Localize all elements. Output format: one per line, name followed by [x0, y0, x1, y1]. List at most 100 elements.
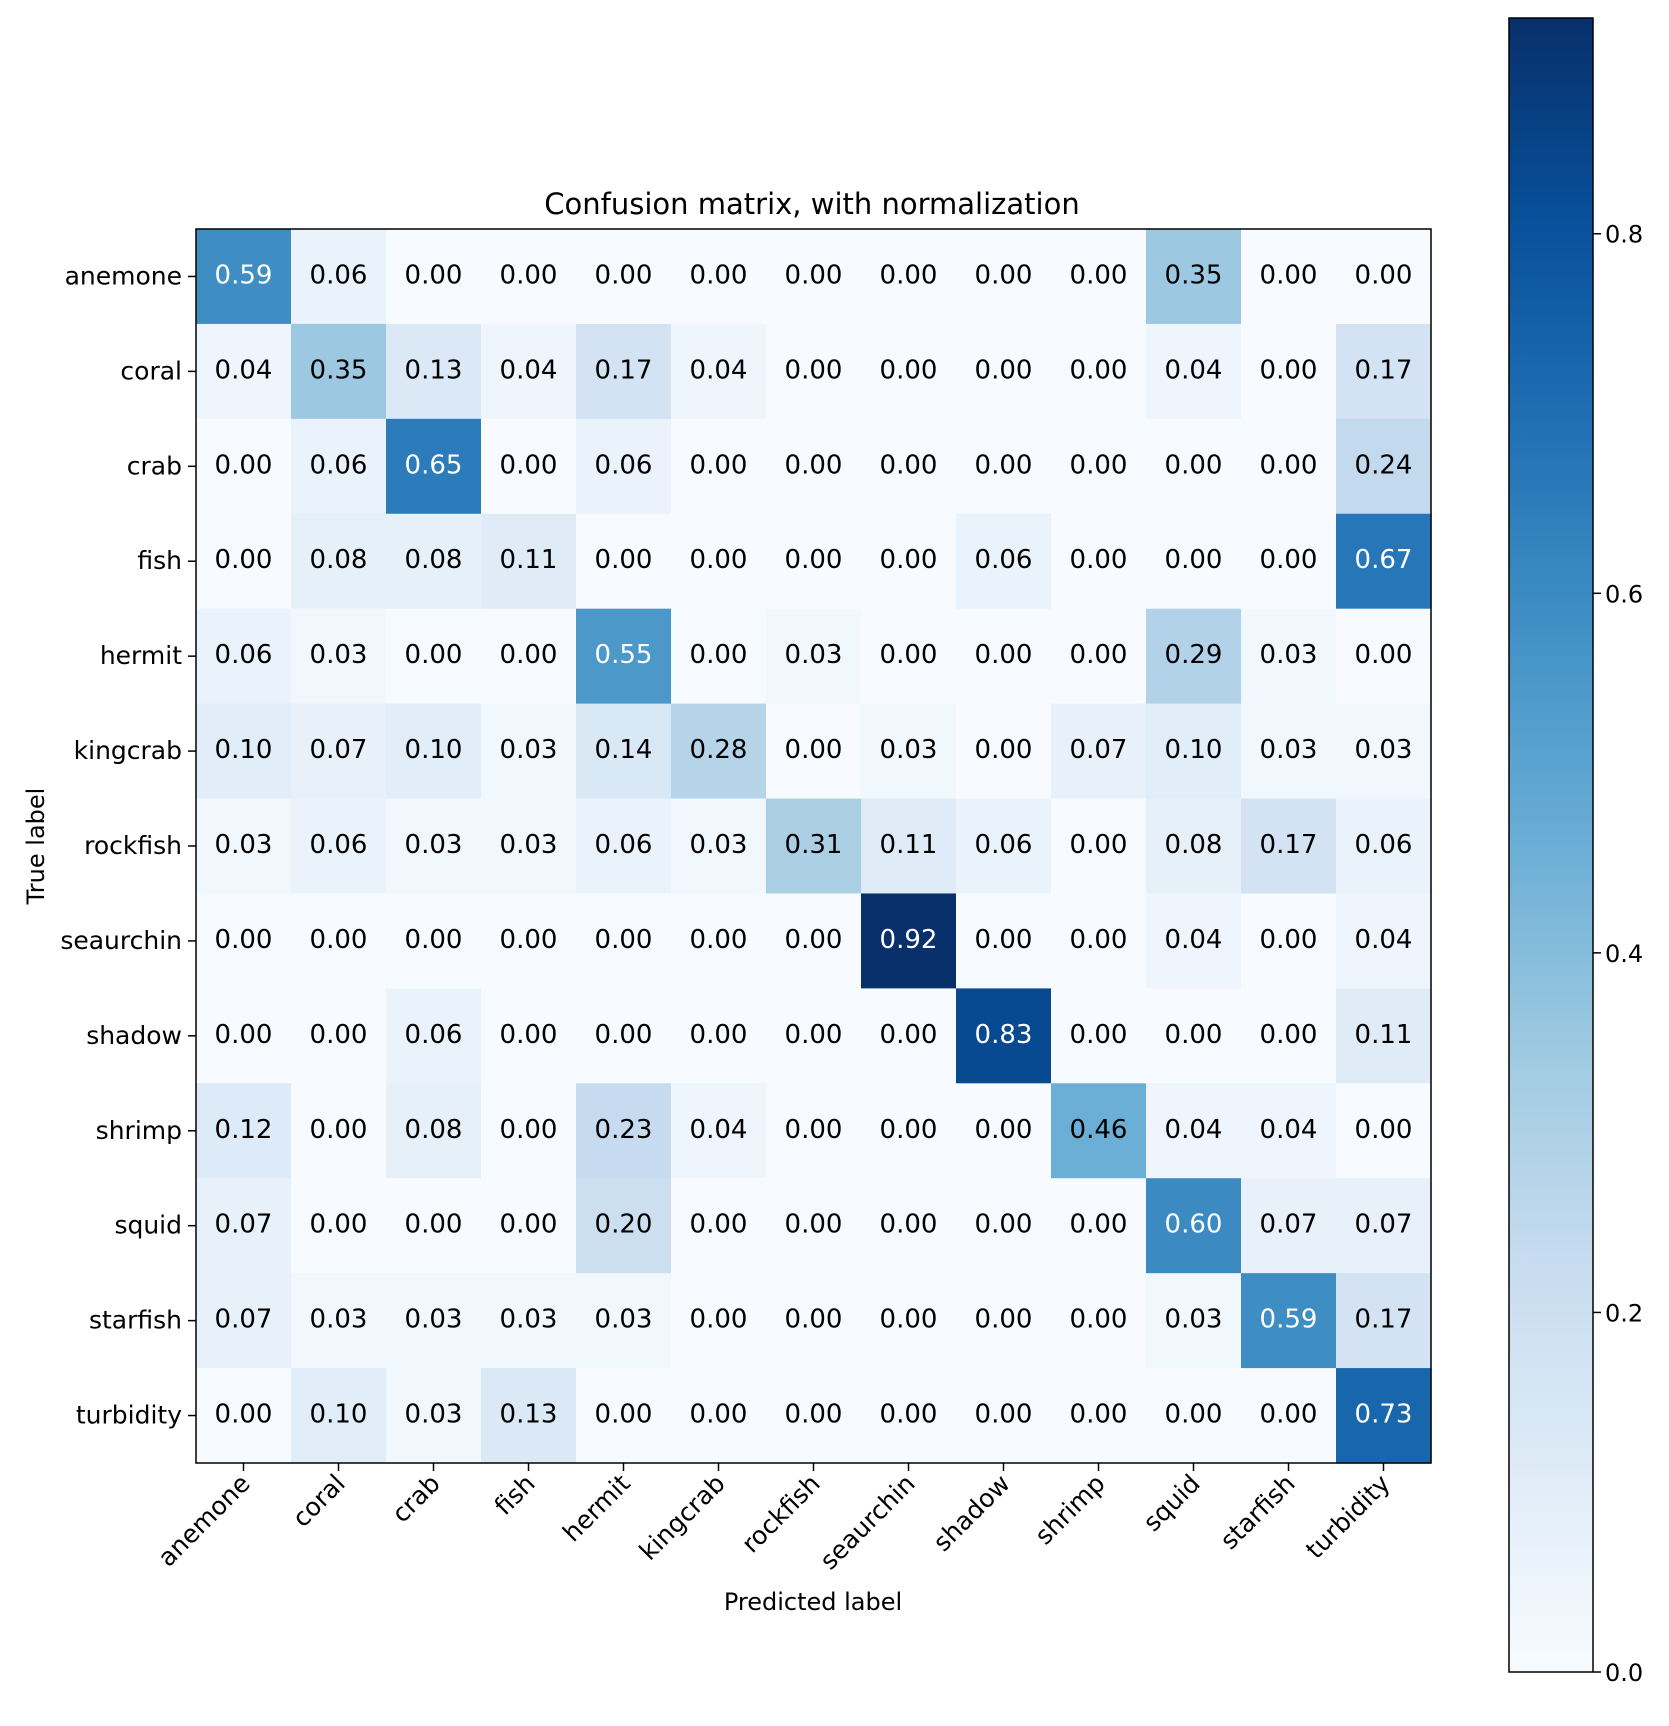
- cell-value-label: 0.00: [880, 1400, 938, 1430]
- x-tick-label: starfish: [1214, 1469, 1300, 1555]
- heatmap-cell: [671, 513, 767, 610]
- cell-value-label: 0.00: [1165, 1400, 1223, 1430]
- heatmap-cell: [1241, 1178, 1337, 1274]
- heatmap-cell: [1336, 703, 1432, 800]
- heatmap-cell: [481, 323, 577, 420]
- cell-value-label: 0.06: [975, 545, 1033, 575]
- cell-value-label: 0.06: [595, 450, 653, 480]
- cell-value-label: 0.00: [975, 1305, 1033, 1335]
- heatmap-cell: [1051, 1273, 1147, 1369]
- x-tick-label: turbidity: [1300, 1469, 1396, 1565]
- cell-value-label: 0.92: [880, 925, 938, 955]
- heatmap-cell: [1051, 513, 1147, 610]
- heatmap-cell: [196, 418, 292, 515]
- heatmap-cell: [1241, 513, 1337, 610]
- cell-value-label: 0.00: [1260, 1400, 1318, 1430]
- heatmap-cell: [766, 1368, 862, 1464]
- cell-value-label: 0.00: [1070, 830, 1128, 860]
- heatmap-cell: [766, 1178, 862, 1274]
- cell-value-label: 0.03: [1165, 1305, 1223, 1335]
- heatmap-cell: [861, 513, 957, 610]
- heatmap-cell: [956, 513, 1052, 610]
- cell-value-label: 0.60: [1165, 1210, 1223, 1240]
- heatmap-cell: [1146, 1083, 1242, 1179]
- heatmap-cell: [1051, 1368, 1147, 1464]
- cell-value-label: 0.00: [310, 1115, 368, 1145]
- heatmap-cell: [1051, 703, 1147, 800]
- heatmap-cell: [576, 1083, 672, 1179]
- heatmap-cell: [956, 608, 1052, 705]
- heatmap-cell: [196, 893, 292, 989]
- cell-value-label: 0.04: [1165, 925, 1223, 955]
- cell-value-label: 0.00: [1260, 450, 1318, 480]
- heatmap-cell: [481, 418, 577, 515]
- heatmap-cell: [196, 1273, 292, 1369]
- heatmap-cell: [481, 1273, 577, 1369]
- cell-value-label: 0.00: [1165, 450, 1223, 480]
- heatmap-cell: [386, 1083, 482, 1179]
- heatmap-cell: [861, 798, 957, 895]
- x-tick-label: crab: [386, 1469, 446, 1529]
- heatmap-cell: [481, 1083, 577, 1179]
- heatmap-cell: [196, 1083, 292, 1179]
- x-tick-label: shrimp: [1029, 1469, 1111, 1551]
- cell-value-label: 0.00: [1355, 260, 1413, 290]
- heatmap-cell: [481, 608, 577, 705]
- heatmap-cell: [1241, 1083, 1337, 1179]
- cell-value-label: 0.00: [1070, 260, 1128, 290]
- cell-value-label: 0.00: [1070, 545, 1128, 575]
- heatmap-cell: [481, 1178, 577, 1274]
- heatmap-cell: [576, 988, 672, 1084]
- heatmap-cell: [766, 323, 862, 420]
- heatmap-cell: [386, 418, 482, 515]
- heatmap-cell: [291, 229, 387, 325]
- heatmap-cell: [1336, 1273, 1432, 1369]
- cell-value-label: 0.06: [405, 1020, 463, 1050]
- colorbar-gradient: [1508, 17, 1594, 1673]
- cell-value-label: 0.00: [1070, 1020, 1128, 1050]
- heatmap-cell: [1051, 323, 1147, 420]
- cell-value-label: 0.03: [1260, 735, 1318, 765]
- heatmap-cell: [956, 1368, 1052, 1464]
- cell-value-label: 0.10: [310, 1400, 368, 1430]
- cell-value-label: 0.65: [405, 450, 463, 480]
- heatmap-cell: [196, 703, 292, 800]
- x-tick-label: hermit: [557, 1469, 636, 1548]
- heatmap-cell: [671, 608, 767, 705]
- cell-value-label: 0.10: [215, 735, 273, 765]
- heatmap-cell: [291, 893, 387, 989]
- heatmap-cell: [766, 1083, 862, 1179]
- cell-value-label: 0.04: [1355, 925, 1413, 955]
- heatmap-cell: [386, 988, 482, 1084]
- heatmap-cell: [766, 608, 862, 705]
- heatmap-cell: [956, 1083, 1052, 1179]
- x-tick-label: anemone: [152, 1469, 256, 1573]
- cell-value-label: 0.20: [595, 1210, 653, 1240]
- cell-value-label: 0.00: [500, 925, 558, 955]
- cell-value-label: 0.00: [785, 735, 843, 765]
- cell-value-label: 0.04: [1165, 355, 1223, 385]
- cell-value-label: 0.08: [405, 545, 463, 575]
- cell-value-label: 0.00: [785, 1020, 843, 1050]
- y-axis-ticks: anemone coral crab fish hermit kingcrab rockfi…: [60, 261, 196, 1430]
- heatmap-cell: [386, 1368, 482, 1464]
- heatmap-cell: [766, 418, 862, 515]
- heatmap-cell: [1336, 513, 1432, 610]
- cell-value-label: 0.06: [310, 260, 368, 290]
- cell-value-label: 0.00: [215, 1020, 273, 1050]
- colorbar-tick-label: 0.6: [1605, 580, 1643, 608]
- y-tick-label: rockfish: [84, 831, 182, 860]
- cell-value-label: 0.03: [405, 1305, 463, 1335]
- heatmap-cell: [956, 893, 1052, 989]
- heatmap-cell: [291, 513, 387, 610]
- heatmap-cell: [956, 988, 1052, 1084]
- heatmap-cell: [1336, 323, 1432, 420]
- heatmap-cell: [1146, 1368, 1242, 1464]
- y-tick-label: seaurchin: [60, 926, 182, 955]
- cell-value-label: 0.00: [690, 260, 748, 290]
- heatmap-cell: [481, 988, 577, 1084]
- cell-value-label: 0.83: [975, 1020, 1033, 1050]
- heatmap-cell: [861, 988, 957, 1084]
- cell-value-label: 0.13: [405, 355, 463, 385]
- x-tick-label: shadow: [927, 1469, 1015, 1557]
